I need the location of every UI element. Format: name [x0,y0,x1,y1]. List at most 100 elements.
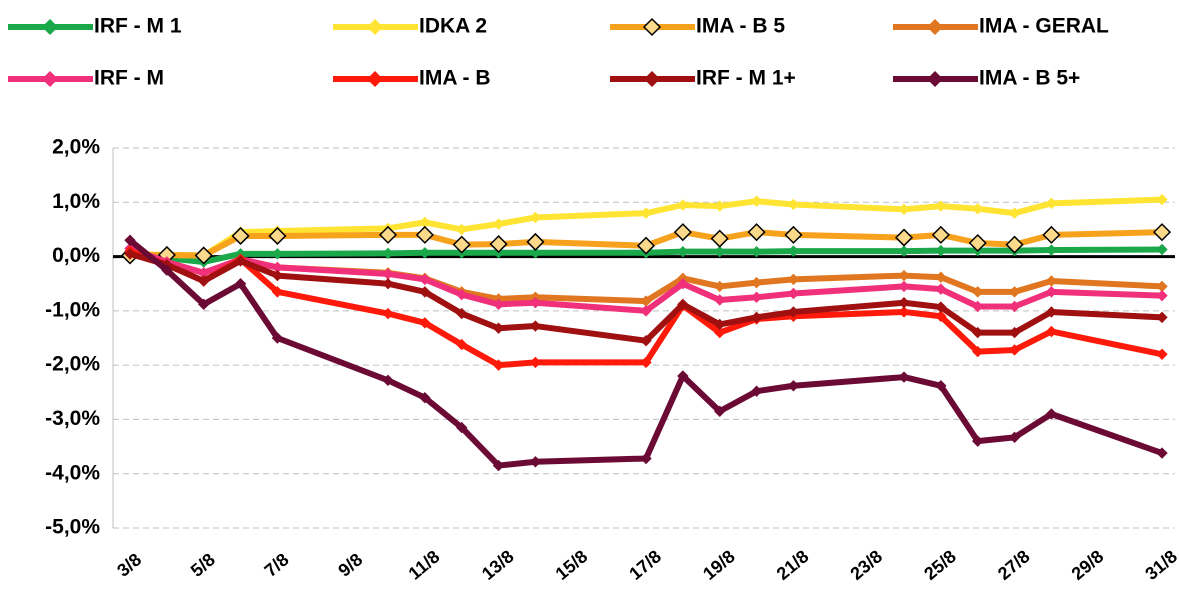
data-point [492,322,505,334]
legend-marker [926,70,944,88]
data-point [529,320,542,332]
data-point [750,385,763,397]
legend-label: IRF - M [94,67,164,90]
data-point [677,199,689,211]
data-point [1042,225,1061,244]
data-point [750,291,763,303]
data-point [898,280,910,293]
data-point [714,318,726,331]
data-point [1152,223,1172,242]
data-point [714,245,726,258]
x-tick-label: 13/8 [478,546,518,584]
y-tick-label: -3,0% [45,407,100,430]
data-point [198,275,210,287]
data-point [894,228,914,247]
data-point [529,456,542,468]
data-point [456,307,468,320]
data-point [382,307,394,320]
legend-label: IMA - GERAL [979,15,1109,38]
data-point [750,276,763,289]
data-point [234,255,247,267]
legend-marker [366,18,384,36]
data-point [419,392,431,404]
data-point [898,245,910,257]
data-point [898,306,910,318]
x-tick-label: 23/8 [846,546,886,584]
legend-marker [643,70,661,88]
legend-marker [41,18,59,36]
x-tick-label: 15/8 [552,546,592,584]
data-point [529,211,542,224]
data-point [636,236,656,255]
x-tick-label: 7/8 [261,549,293,580]
data-point [673,223,692,242]
data-point [268,226,287,246]
legend-label: IMA - B 5 [696,15,785,38]
data-point [972,300,984,313]
data-point [456,223,468,236]
legend-label: IMA - B [419,67,491,90]
data-point [898,297,910,309]
data-point [935,301,947,313]
legend-marker [926,18,944,36]
data-point [234,278,247,290]
data-point [714,280,726,293]
data-point [787,198,800,211]
data-point [1045,197,1058,210]
data-point [271,269,284,282]
data-point [378,225,398,244]
y-tick-label: 1,0% [52,190,100,213]
data-point [492,459,505,472]
data-point [972,326,984,339]
data-point [898,371,910,383]
data-point [640,356,652,369]
data-point [935,271,947,283]
data-point [677,370,689,382]
series [124,242,1168,317]
data-point [784,225,803,244]
data-point [714,294,726,306]
data-point [198,298,210,311]
data-point [1156,289,1168,302]
data-point [529,247,542,259]
data-point [1045,408,1058,420]
data-point [1045,286,1058,298]
y-tick-label: -1,0% [45,298,100,321]
legend-marker [41,70,59,88]
data-point [787,380,800,392]
data-point [714,405,726,417]
legend-label: IRF - M 1+ [696,67,796,90]
data-point [382,278,394,290]
data-point [1045,306,1058,318]
data-point [382,247,394,260]
data-point [492,298,505,311]
data-point [750,195,763,207]
data-point [1045,275,1058,287]
x-tick-label: 3/8 [113,549,145,580]
data-point [271,332,284,344]
data-point [714,326,726,339]
data-point [935,200,947,212]
data-point [271,286,284,298]
data-point [677,278,689,290]
data-point [1045,244,1058,256]
data-point [382,374,394,387]
data-point [1008,207,1021,219]
data-point [526,232,545,251]
data-point [714,200,726,212]
legend-label: IMA - B 5+ [979,67,1080,90]
x-tick-label: 27/8 [994,546,1034,584]
data-point [1008,344,1021,356]
data-point [677,245,689,258]
data-point [1008,286,1021,298]
legend-marker [366,70,384,88]
series [124,234,1168,472]
x-tick-label: 19/8 [699,546,739,584]
legend-marker [642,17,662,37]
legend-label: IRF - M 1 [94,15,182,38]
data-point [972,203,984,215]
data-point [124,234,136,246]
data-point [747,223,766,242]
data-point [972,345,984,358]
data-point [456,288,468,301]
